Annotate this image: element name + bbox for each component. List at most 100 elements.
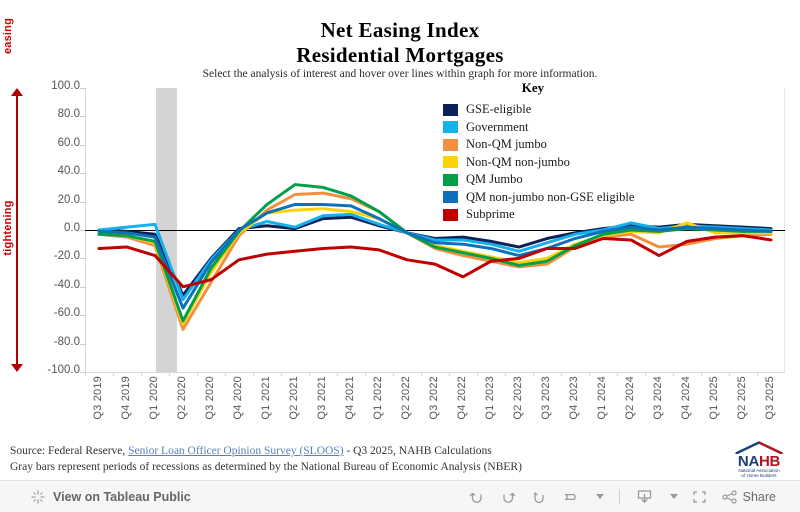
- y-axis-tick-label: 20.0: [57, 193, 80, 206]
- legend-swatch: [443, 138, 458, 151]
- chevron-down-icon: [595, 494, 604, 499]
- y-axis-tick-label: -20.0: [53, 250, 80, 263]
- x-axis-tick: [701, 372, 702, 376]
- x-axis-tick: [337, 372, 338, 376]
- y-axis-tick-label: -80.0: [53, 335, 80, 348]
- y-axis-tick-label: 0.0: [64, 222, 80, 234]
- x-axis-tick: [421, 372, 422, 376]
- x-axis-tick: [85, 372, 86, 376]
- legend-item-6[interactable]: Subprime: [443, 206, 693, 224]
- x-axis-tick-label: Q1 2023: [484, 376, 496, 420]
- y-axis-tick: [80, 230, 85, 231]
- legend-item-3[interactable]: Non-QM non-jumbo: [443, 154, 693, 172]
- x-axis-tick: [729, 372, 730, 376]
- logo-na: NA: [737, 453, 759, 470]
- x-axis-tick: [589, 372, 590, 376]
- legend-item-label: GSE-eligible: [466, 102, 532, 117]
- legend-item-2[interactable]: Non-QM jumbo: [443, 136, 693, 154]
- toolbar-actions: Share: [462, 486, 782, 508]
- x-axis-tick-label: Q3 2025: [764, 376, 776, 420]
- x-axis-tick: [561, 372, 562, 376]
- source-text-suffix: - Q3 2025, NAHB Calculations: [343, 445, 492, 457]
- x-axis-tick: [113, 372, 114, 376]
- legend-swatch: [443, 121, 458, 134]
- x-axis-tick-label: Q3 2022: [428, 376, 440, 420]
- x-axis-tick: [533, 372, 534, 376]
- y-axis-tick: [80, 116, 85, 118]
- x-axis-tick: [197, 372, 198, 376]
- legend-item-label: QM Jumbo: [466, 172, 523, 187]
- zero-reference-line: [85, 229, 785, 232]
- x-axis-tick-label: Q2 2025: [736, 376, 748, 420]
- tableau-viz: Net Easing Index Residential Mortgages S…: [2, 17, 792, 479]
- legend-swatch: [443, 208, 458, 221]
- x-axis-tick-label: Q3 2019: [92, 376, 104, 420]
- source-text-prefix: Source: Federal Reserve,: [10, 445, 129, 457]
- x-axis-tick-label: Q3 2024: [652, 376, 664, 420]
- x-axis-tick: [309, 372, 310, 376]
- fullscreen-icon: [692, 490, 706, 503]
- legend-item-1[interactable]: Government: [443, 119, 693, 137]
- legend-swatch: [443, 191, 458, 204]
- x-axis-tick: [253, 372, 254, 376]
- x-axis-tick-label: Q3 2023: [540, 376, 552, 420]
- y-axis-tick-label: 60.0: [57, 136, 80, 149]
- revert-icon: [533, 491, 544, 503]
- view-on-tableau-public-button[interactable]: View on Tableau Public: [30, 489, 191, 505]
- legend-item-label: Government: [466, 119, 529, 134]
- y-axis-tick: [80, 343, 85, 345]
- x-axis-tick: [477, 372, 478, 376]
- y-axis-direction-arrow: [11, 88, 23, 372]
- x-axis-tick-label: Q3 2021: [316, 376, 328, 420]
- download-dropdown-button[interactable]: [660, 486, 684, 508]
- y-axis-tick-label: 100.0: [51, 80, 80, 92]
- sloos-link[interactable]: Senior Loan Officer Opinion Survey (SLOO…: [128, 445, 344, 457]
- nahb-logo: NAHB National Association of Home Builde…: [726, 441, 792, 479]
- recession-note: Gray bars represent periods of recession…: [10, 461, 522, 473]
- legend-swatch: [443, 173, 458, 186]
- tableau-icon: [31, 490, 45, 503]
- chart-series-lines[interactable]: [85, 88, 785, 372]
- undo-button[interactable]: [462, 486, 493, 508]
- y-axis-tick: [80, 258, 85, 260]
- redo-button[interactable]: [493, 486, 524, 508]
- undo-icon: [469, 492, 482, 503]
- x-axis-tick-label: Q4 2023: [568, 376, 580, 420]
- y-axis-label-tightening: tightening: [2, 200, 14, 256]
- share-icon: [722, 489, 737, 504]
- x-axis-tick-label: Q1 2022: [372, 376, 384, 420]
- share-button[interactable]: Share: [715, 486, 782, 508]
- legend-item-0[interactable]: GSE-eligible: [443, 101, 693, 119]
- x-axis-tick-label: Q3 2020: [204, 376, 216, 420]
- y-axis-label-easing: easing: [2, 17, 14, 55]
- series-line[interactable]: [99, 236, 771, 287]
- fullscreen-button[interactable]: [684, 486, 715, 508]
- x-axis-line: [85, 372, 785, 373]
- x-axis-tick: [617, 372, 618, 376]
- series-line[interactable]: [99, 204, 771, 308]
- refresh-button[interactable]: [555, 486, 586, 508]
- house-roof-icon: [734, 441, 784, 455]
- view-on-tableau-public-label: View on Tableau Public: [53, 489, 191, 504]
- x-axis-tick-label: Q2 2021: [288, 376, 300, 420]
- y-axis-tick: [80, 372, 85, 373]
- x-axis-tick-label: Q4 2022: [456, 376, 468, 420]
- refresh-dropdown-button[interactable]: [586, 486, 610, 508]
- download-button[interactable]: [629, 486, 660, 508]
- x-axis-tick-label: Q2 2023: [512, 376, 524, 420]
- x-axis-tick-label: Q4 2019: [120, 376, 132, 420]
- legend-swatch: [443, 103, 458, 116]
- x-axis-tick: [673, 372, 674, 376]
- page-subtitle: Select the analysis of interest and hove…: [202, 68, 598, 80]
- x-axis-tick-label: Q2 2020: [176, 376, 188, 420]
- x-axis-tick-label: Q2 2022: [400, 376, 412, 420]
- legend-item-5[interactable]: QM non-jumbo non-GSE eligible: [443, 189, 693, 207]
- y-axis-tick: [80, 88, 85, 89]
- revert-button[interactable]: [524, 486, 555, 508]
- legend-item-4[interactable]: QM Jumbo: [443, 171, 693, 189]
- y-axis-tick: [80, 173, 85, 175]
- x-axis-tick: [393, 372, 394, 376]
- legend-item-label: Non-QM jumbo: [466, 137, 547, 152]
- nahb-tagline-line2: of Home Builders: [741, 473, 777, 479]
- x-axis-tick: [141, 372, 142, 376]
